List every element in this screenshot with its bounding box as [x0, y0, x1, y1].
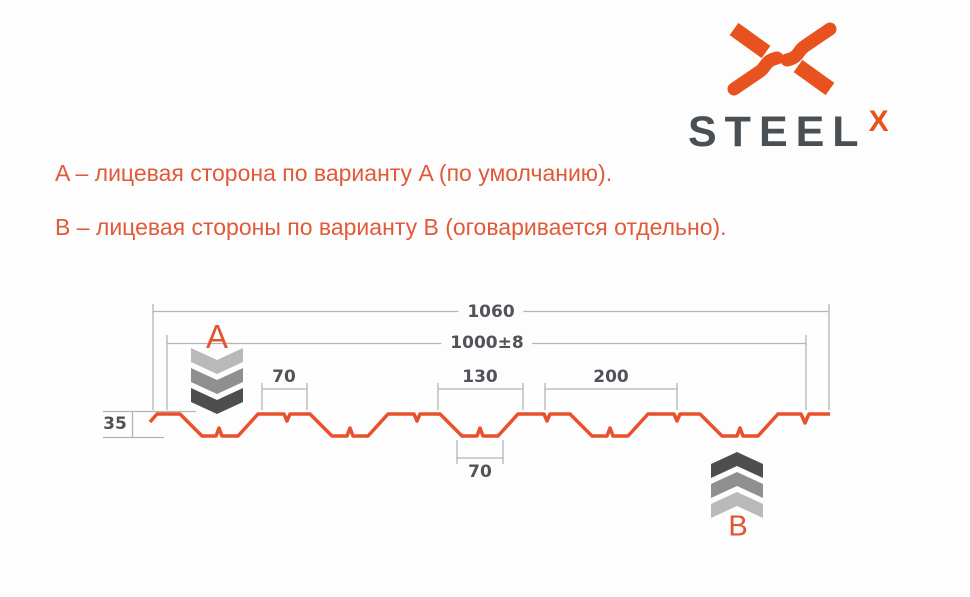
- chevron-up-light-icon: [711, 492, 763, 518]
- dim-label-valley-bottom: 70: [468, 462, 492, 482]
- logo-hook-lower: [727, 51, 784, 96]
- dim-label-working-width: 1000±8: [441, 333, 533, 353]
- logo-wordmark-text: STEEL: [688, 108, 867, 156]
- logo-arm-top-left: [729, 22, 771, 59]
- dim-lines-rib-bottom: [437, 383, 524, 410]
- logo-arm-bottom-right: [793, 59, 835, 96]
- logo-hook-upper: [780, 22, 837, 67]
- dim-label-pitch: 200: [593, 367, 629, 387]
- legend-line-variant-b: B – лицевая стороны по варианту B (огова…: [55, 214, 727, 240]
- dim-label-overall-width: 1060: [458, 302, 524, 322]
- chevron-down-dark-icon: [191, 388, 243, 414]
- legend-line-variant-a: A – лицевая сторона по варианту A (по ум…: [55, 160, 613, 186]
- dim-lines-valley-bottom: [456, 440, 504, 464]
- variant-b-chevrons-icon: [711, 452, 763, 518]
- logo-wordmark-sup: X: [868, 105, 889, 138]
- chevron-up-dark-icon: [711, 452, 763, 478]
- logo: STEELX: [688, 12, 918, 156]
- steelx-logo-icon: [727, 22, 837, 96]
- profile-outline: [148, 412, 830, 438]
- variant-b-letter: B: [728, 510, 748, 543]
- variant-a-chevrons-icon: [191, 348, 243, 414]
- dim-label-height: 35: [103, 414, 127, 434]
- chevron-down-medium-icon: [191, 368, 243, 394]
- chevron-up-medium-icon: [711, 472, 763, 498]
- logo-wordmark: STEELX: [688, 105, 889, 157]
- dim-lines-height: [103, 410, 196, 439]
- dim-label-rib-bottom: 130: [462, 367, 498, 387]
- chevron-down-light-icon: [191, 348, 243, 374]
- dim-lines-pitch: [544, 383, 678, 410]
- dim-lines-top-flat: [261, 383, 308, 410]
- dim-label-top-flat: 70: [272, 367, 296, 387]
- variant-a-letter: A: [205, 318, 229, 355]
